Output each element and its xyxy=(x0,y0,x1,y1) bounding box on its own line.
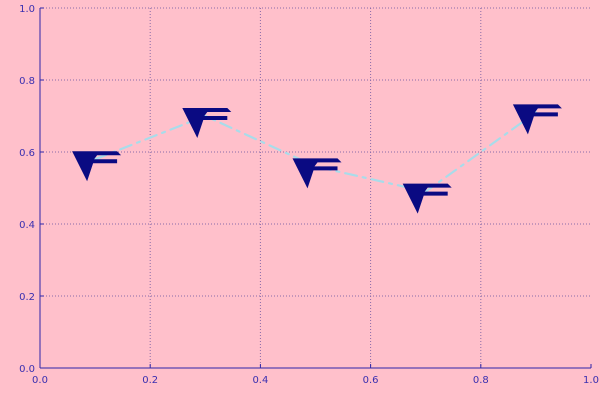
y-tick-label: 0.4 xyxy=(19,220,35,231)
data-point-marker xyxy=(512,104,562,135)
series-line xyxy=(93,111,538,193)
marker-glyph xyxy=(182,108,232,138)
data-point-marker xyxy=(402,183,452,214)
x-tick-label: 0.0 xyxy=(32,375,48,386)
x-tick-label: 1.0 xyxy=(583,375,599,386)
x-tick-label: 0.6 xyxy=(363,375,379,386)
marker-glyph xyxy=(292,158,342,189)
y-tick-labels: 0.0 0.2 0.4 0.6 0.8 1.0 xyxy=(19,4,35,375)
x-tick-labels: 0.0 0.2 0.4 0.6 0.8 1.0 xyxy=(32,375,599,386)
x-tick-label: 0.4 xyxy=(252,375,268,386)
series-line-group xyxy=(93,111,538,193)
x-tick-label: 0.2 xyxy=(142,375,158,386)
y-tick-label: 0.0 xyxy=(19,364,35,375)
grid-lines xyxy=(40,7,591,368)
y-tick-label: 0.2 xyxy=(19,292,35,303)
y-tick-label: 1.0 xyxy=(19,4,35,15)
data-point-marker xyxy=(72,151,122,182)
marker-group xyxy=(72,104,562,214)
marker-glyph xyxy=(512,104,562,135)
data-point-marker xyxy=(292,158,342,189)
y-tick-label: 0.6 xyxy=(19,148,35,159)
marker-glyph xyxy=(402,183,452,214)
data-point-marker xyxy=(182,108,232,138)
y-tick-label: 0.8 xyxy=(19,76,35,87)
axes xyxy=(39,7,592,369)
x-tick-label: 0.8 xyxy=(473,375,489,386)
marker-glyph xyxy=(72,151,122,182)
